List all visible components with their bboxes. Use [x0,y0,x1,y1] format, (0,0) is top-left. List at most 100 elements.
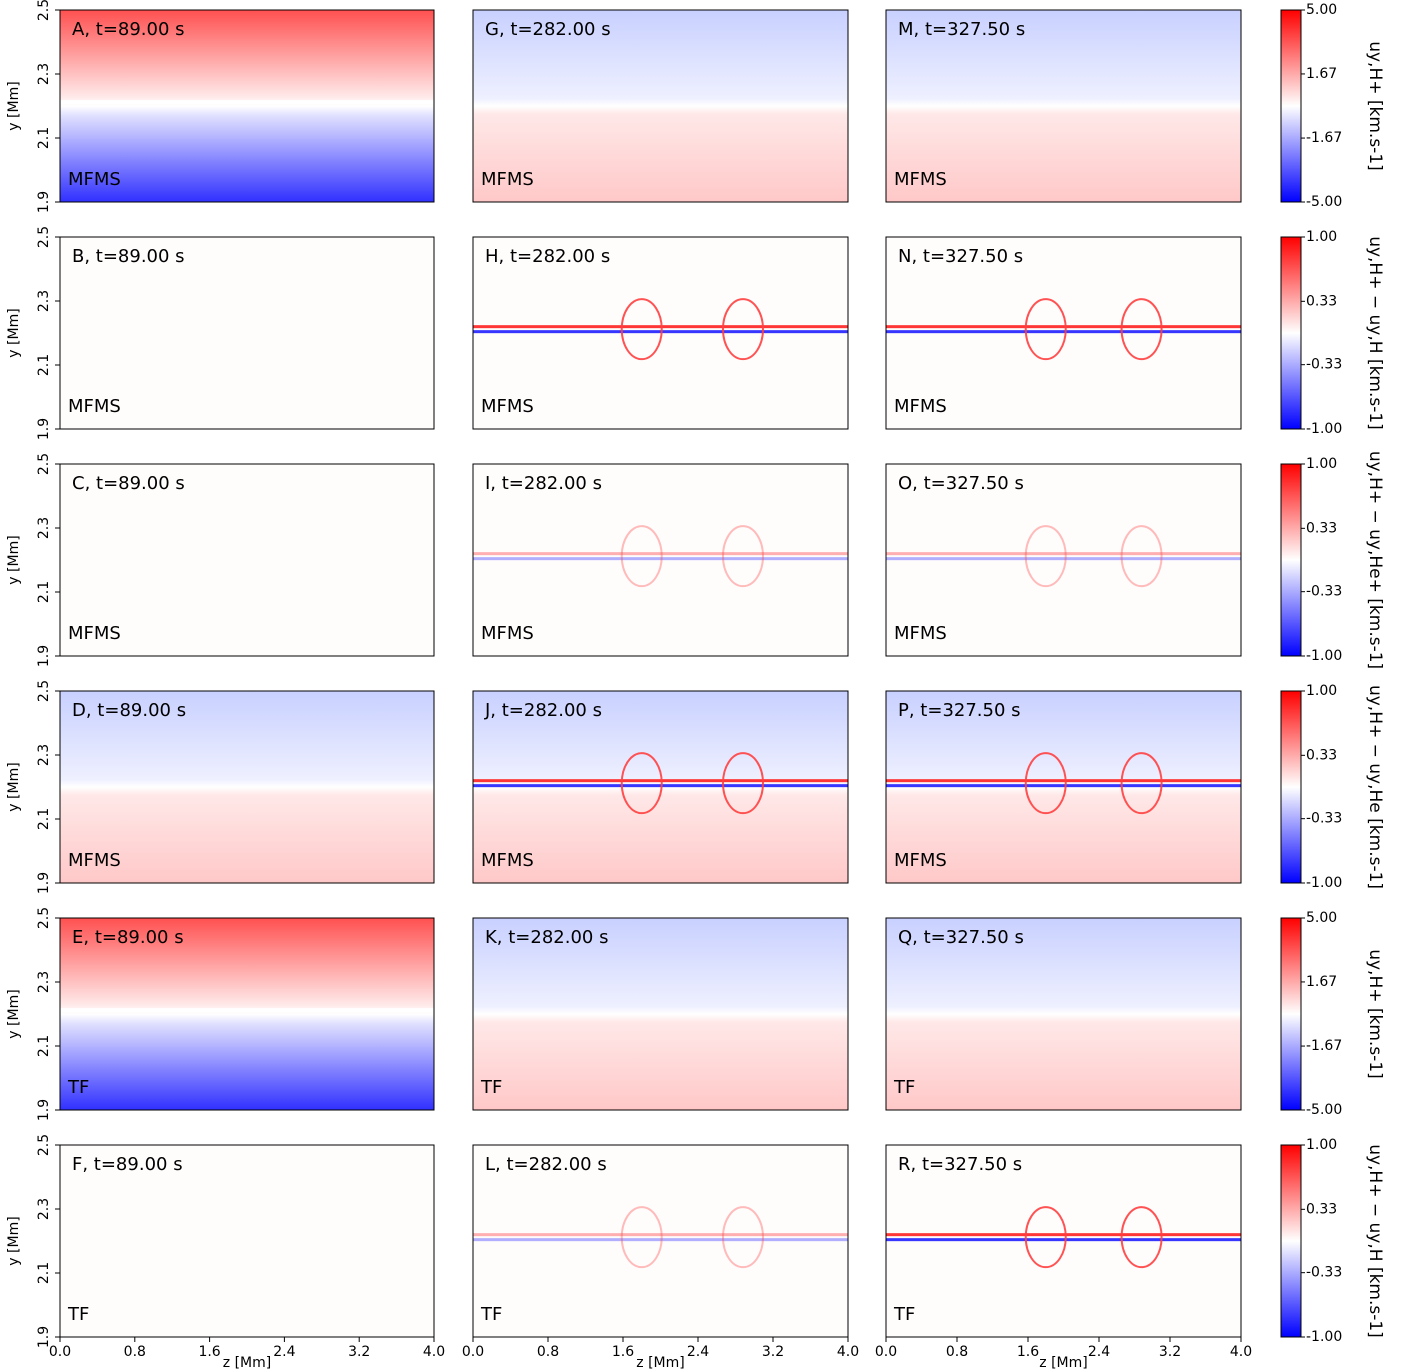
sheet-red [473,552,848,555]
panel-title: F, t=89.00 s [72,1154,183,1175]
panel-annotation: MFMS [894,623,947,644]
colorbar [1281,237,1301,429]
x-tick-label: 1.6 [198,1344,220,1360]
panel-annotation: MFMS [68,169,121,190]
y-tick-label: 2.1 [36,354,52,376]
x-tick-label: 3.2 [762,1344,784,1360]
colorbar-tick-label: 1.00 [1306,1137,1337,1153]
panel-title: I, t=282.00 s [485,473,602,494]
panel-annotation: MFMS [481,169,534,190]
x-tick-label: 0.0 [462,1344,484,1360]
colorbar-tick-label: 0.33 [1306,1201,1337,1217]
colorbar-tick-label: 0.33 [1306,747,1337,763]
y-tick-label: 2.3 [36,1198,52,1220]
colorbar-tick-label: 0.33 [1306,293,1337,309]
y-tick-label: 2.1 [36,1035,52,1057]
panel-title: M, t=327.50 s [898,19,1025,40]
colorbar-tick-label: -1.00 [1306,875,1342,891]
colorbar-tick-label: -5.00 [1306,1102,1342,1118]
panel-annotation: TF [893,1077,915,1098]
colorbar-tick-label: 5.00 [1306,910,1337,926]
y-axis-label: y [Mm] [6,81,22,130]
x-tick-label: 3.2 [348,1344,370,1360]
y-tick-label: 1.9 [36,418,52,440]
panel-annotation: MFMS [894,850,947,871]
panel-annotation: TF [67,1077,89,1098]
y-tick-label: 1.9 [36,1099,52,1121]
x-axis-label: z [Mm] [223,1355,271,1371]
sheet-red [473,779,848,782]
y-tick-label: 1.9 [36,645,52,667]
sheet-blue [473,557,848,560]
colorbar [1281,464,1301,656]
colorbar-tick-label: 1.00 [1306,683,1337,699]
panel-title: E, t=89.00 s [72,927,184,948]
x-tick-label: 2.4 [273,1344,295,1360]
y-axis-label: y [Mm] [6,1216,22,1265]
colorbar-tick-label: 1.00 [1306,456,1337,472]
y-tick-label: 2.1 [36,127,52,149]
x-tick-label: 1.6 [612,1344,634,1360]
panel-title: R, t=327.50 s [898,1154,1022,1175]
panel-title: B, t=89.00 s [72,246,185,267]
panel-title: K, t=282.00 s [485,927,608,948]
y-tick-label: 1.9 [36,191,52,213]
current-sheet [60,1008,434,1012]
x-axis-label: z [Mm] [1039,1355,1087,1371]
x-tick-label: 0.8 [124,1344,146,1360]
panel-annotation: MFMS [68,850,121,871]
sheet-blue [473,784,848,787]
x-tick-label: 0.8 [946,1344,968,1360]
panel-title: Q, t=327.50 s [898,927,1024,948]
colorbar-label: uy,H+ − uy,He+ [km.s-1] [1365,451,1385,669]
sheet-red [473,325,848,328]
colorbar [1281,691,1301,883]
x-tick-label: 1.6 [1017,1344,1039,1360]
colorbar-label: uy,H+ − uy,H [km.s-1] [1365,236,1385,430]
x-tick-label: 2.4 [1088,1344,1110,1360]
x-tick-label: 4.0 [837,1344,859,1360]
y-tick-label: 2.3 [36,744,52,766]
panel-annotation: MFMS [481,850,534,871]
y-tick-label: 2.5 [36,680,52,702]
x-tick-label: 0.8 [537,1344,559,1360]
y-tick-label: 2.5 [36,0,52,21]
colorbar [1281,10,1301,202]
y-tick-label: 2.5 [36,453,52,475]
current-sheet [60,100,434,104]
colorbar-tick-label: -1.00 [1306,1329,1342,1345]
colorbar-tick-label: -0.33 [1306,584,1342,600]
panel-title: D, t=89.00 s [72,700,186,721]
colorbar-tick-label: -1.00 [1306,421,1342,437]
panel-title: H, t=282.00 s [485,246,610,267]
sheet-red [886,1233,1241,1236]
x-tick-label: 0.0 [875,1344,897,1360]
colorbar [1281,918,1301,1110]
colorbar-tick-label: 1.67 [1306,974,1337,990]
panel-title: J, t=282.00 s [484,700,602,721]
panel-annotation: TF [67,1304,89,1325]
sheet-blue [886,1238,1241,1241]
colorbar-tick-label: -1.67 [1306,130,1342,146]
panel-annotation: MFMS [68,396,121,417]
colorbar-tick-label: -1.00 [1306,648,1342,664]
panel-title: A, t=89.00 s [72,19,185,40]
y-tick-label: 2.5 [36,1134,52,1156]
panel-title: G, t=282.00 s [485,19,611,40]
panel-title: N, t=327.50 s [898,246,1023,267]
panel-annotation: MFMS [481,623,534,644]
y-tick-label: 2.5 [36,226,52,248]
sheet-red [886,325,1241,328]
y-tick-label: 2.5 [36,907,52,929]
y-tick-label: 2.3 [36,517,52,539]
panel-annotation: TF [480,1077,502,1098]
sheet-blue [886,557,1241,560]
sheet-blue [886,330,1241,333]
x-tick-label: 2.4 [687,1344,709,1360]
y-tick-label: 1.9 [36,872,52,894]
colorbar-tick-label: -0.33 [1306,1265,1342,1281]
y-axis-label: y [Mm] [6,308,22,357]
colorbar-label: uy,H+ − uy,H [km.s-1] [1365,1144,1385,1338]
y-axis-label: y [Mm] [6,762,22,811]
panel-title: L, t=282.00 s [485,1154,607,1175]
